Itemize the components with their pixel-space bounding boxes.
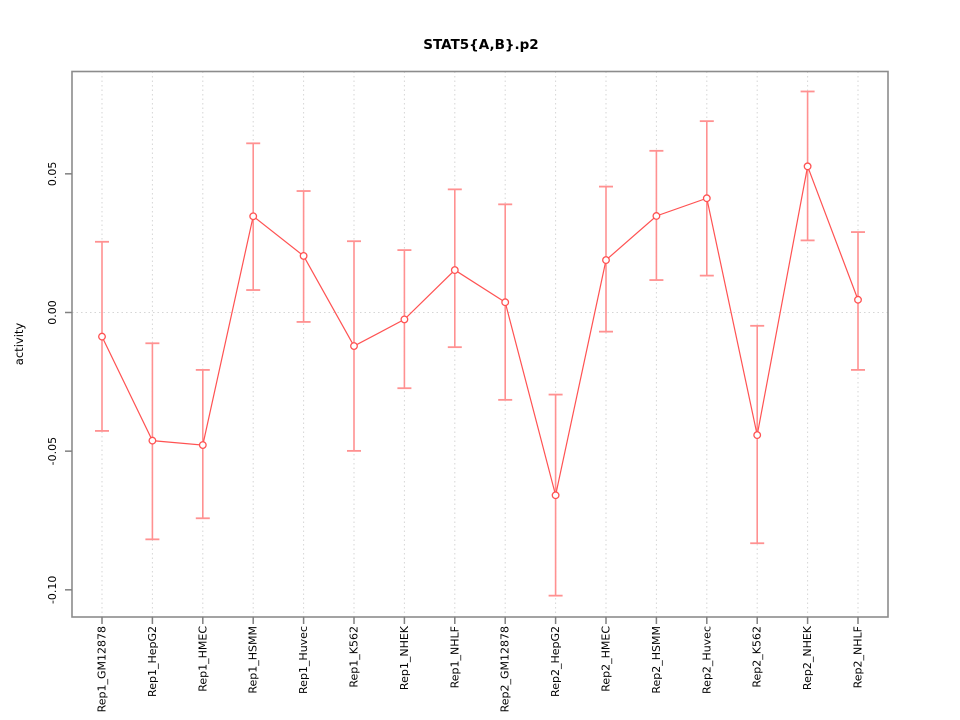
- y-tick-label: 0.05: [46, 162, 59, 187]
- x-tick-label: Rep2_HSMM: [650, 626, 663, 694]
- data-point: [854, 295, 862, 304]
- x-tick-label: Rep2_NHLF: [852, 626, 865, 688]
- data-point: [148, 436, 157, 445]
- plot-box: [71, 70, 889, 618]
- x-tick-label: Rep2_GM12878: [499, 626, 512, 712]
- data-point: [198, 441, 207, 450]
- series-line: [101, 164, 859, 496]
- data-point: [551, 491, 560, 500]
- x-tick-label: Rep1_NHEK: [398, 625, 411, 690]
- data-point: [501, 298, 510, 307]
- y-tick-label: -0.05: [46, 437, 59, 465]
- x-tick-label: Rep1_HSMM: [247, 626, 260, 694]
- y-axis-label: activity: [12, 323, 26, 366]
- data-point: [249, 212, 258, 221]
- data-point: [350, 342, 358, 351]
- x-tick-label: Rep1_HepG2: [146, 626, 159, 697]
- data-point: [702, 194, 711, 203]
- x-tick-label: Rep2_Huvec: [700, 626, 713, 694]
- data-point: [450, 266, 459, 275]
- data-point: [98, 332, 106, 341]
- x-tick-label: Rep1_GM12878: [96, 626, 109, 712]
- x-tick-label: Rep2_HepG2: [549, 626, 562, 697]
- x-tick-label: Rep2_HMEC: [600, 626, 613, 692]
- y-tick-label: -0.10: [46, 576, 59, 604]
- x-tick-label: Rep1_HMEC: [196, 626, 209, 692]
- x-tick-label: Rep1_NHLF: [448, 626, 461, 688]
- x-tick-label: Rep2_NHEK: [801, 625, 814, 690]
- data-point: [602, 256, 610, 265]
- x-tick-label: Rep2_K562: [751, 626, 764, 688]
- chart-title: STAT5{A,B}.p2: [423, 37, 538, 53]
- data-point: [753, 431, 762, 440]
- data-point: [400, 315, 409, 324]
- data-point: [803, 162, 812, 171]
- y-tick-label: 0.00: [46, 300, 59, 325]
- x-tick-label: Rep1_K562: [348, 626, 361, 688]
- data-point: [652, 212, 661, 220]
- data-point: [299, 251, 308, 260]
- x-tick-label: Rep1_Huvec: [297, 626, 310, 694]
